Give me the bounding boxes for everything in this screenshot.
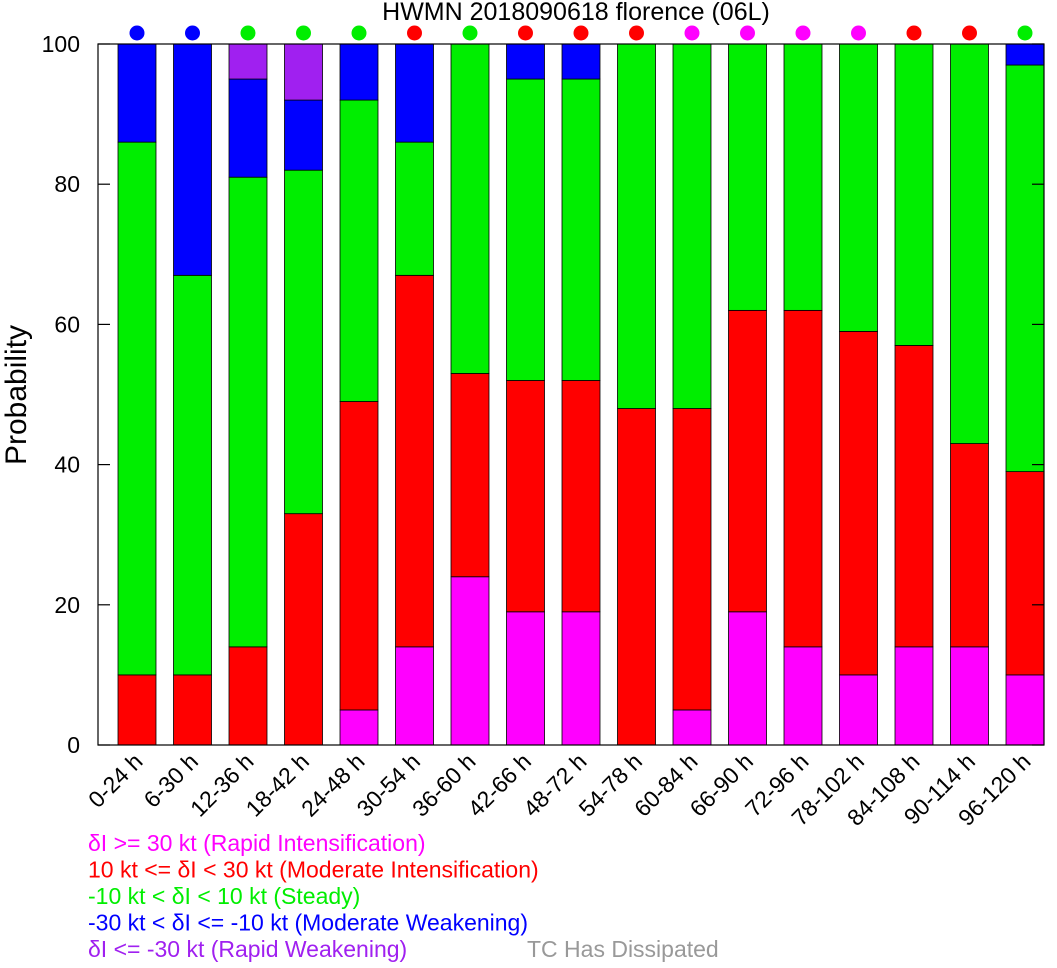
bar-segment-mi [117,674,157,746]
bar-segment-ri [506,611,545,746]
bar-segment-mw [1005,43,1045,66]
most-likely-marker [573,25,589,41]
bar-segment-mw [339,43,379,101]
bar-segment-ri [672,709,712,746]
bar-segment-mi [839,331,878,676]
most-likely-marker [629,25,644,41]
bar-segment-st [450,43,490,374]
legend-entry-mi: 10 kt <= δI < 30 kt (Moderate Intensific… [88,857,539,883]
bar-segment-st [284,169,323,515]
bar-segment-ri [395,646,434,746]
most-likely-marker [185,25,200,41]
bar-segment-st [950,43,989,444]
most-likely-marker [407,25,422,41]
bar-segment-rw [284,43,323,101]
most-likely-marker [351,25,367,41]
x-tick-label: 0-24 h [83,748,148,813]
bar-segment-st [1005,64,1045,473]
bar-segment-st [617,43,656,409]
bar-segment-mw [117,43,157,143]
bar-segment-mw [284,99,323,171]
most-likely-markers [129,25,1033,41]
bar-segment-st [783,43,823,311]
bar-segment-mi [506,380,545,613]
bar-segment-mi [450,373,490,578]
plot-frame [97,43,1045,746]
bar-segment-ri [728,611,767,746]
bar-segment-ri [894,646,934,746]
bar-segment-st [839,43,878,332]
bar-segment-st [228,176,268,648]
bar-segment-ri [1005,674,1045,746]
bar-segment-mi [173,674,212,746]
bar-segment-ri [561,611,601,746]
y-tick-label: 80 [54,171,80,197]
legend-entry-st: -10 kt < δI < 10 kt (Steady) [88,883,360,909]
bar-segment-mi [672,408,712,711]
most-likely-marker [684,25,700,41]
bar-segment-st [728,43,767,311]
bar-segment-mi [617,408,656,746]
most-likely-marker [1017,25,1033,41]
most-likely-marker [962,25,977,41]
legend-entry-mw: -30 kt < δI <= -10 kt (Moderate Weakenin… [88,910,528,936]
bar-segment-ri [783,646,823,746]
bar-segment-st [672,43,712,409]
bar-segment-mi [783,309,823,648]
bar-segment-mw [561,43,601,80]
legend: δI >= 30 kt (Rapid Intensification)10 kt… [88,830,719,962]
most-likely-marker [296,25,311,41]
y-tick-label: 60 [54,311,80,337]
bar-segment-mi [284,513,323,746]
most-likely-marker [906,25,922,41]
bar-segment-st [506,78,545,381]
y-tick-label: 40 [54,452,80,478]
dissipated-legend-note: TC Has Dissipated [527,936,719,962]
bar-segment-mw [506,43,545,80]
bar-segment-mi [561,380,601,613]
most-likely-marker [240,25,256,41]
x-axis-tick-labels: 0-24 h6-30 h12-36 h18-42 h24-48 h30-54 h… [83,748,1036,831]
bar-segment-mi [339,401,379,711]
bar-segment-mi [728,309,767,613]
most-likely-marker [129,25,145,41]
y-tick-label: 100 [42,31,80,57]
most-likely-marker [518,25,533,41]
most-likely-marker [851,25,866,41]
y-axis-ticks: 0 20 40 60 80 100 [42,31,1044,758]
bar-segment-ri [839,674,878,746]
bar-segment-mi [950,443,989,648]
bar-segment-ri [950,646,989,746]
bar-segment-mi [1005,471,1045,676]
bar-segment-mi [395,274,434,648]
bar-segment-mw [228,78,268,178]
bar-segment-st [894,43,934,346]
bar-segment-st [117,141,157,676]
bar-segment-mw [173,43,212,276]
bar-segment-mi [228,646,268,746]
bars-layer [117,43,1045,746]
most-likely-marker [740,25,755,41]
y-tick-label: 20 [54,592,80,618]
bar-segment-ri [339,709,379,746]
bar-segment-mi [894,345,934,648]
most-likely-marker [462,25,478,41]
bar-segment-ri [450,576,490,746]
legend-entry-ri: δI >= 30 kt (Rapid Intensification) [88,830,426,856]
bar-segment-st [561,78,601,381]
chart-title: HWMN 2018090618 florence (06L) [382,0,770,26]
bar-segment-st [339,99,379,402]
bar-segment-mw [395,43,434,143]
y-tick-label: 0 [67,732,80,758]
bar-segment-st [395,141,434,276]
bar-segment-rw [228,43,268,80]
most-likely-marker [795,25,811,41]
legend-entry-rw: δI <= -30 kt (Rapid Weakening) [88,936,407,962]
y-axis-label: Probability [0,325,33,465]
bar-segment-st [173,274,212,676]
